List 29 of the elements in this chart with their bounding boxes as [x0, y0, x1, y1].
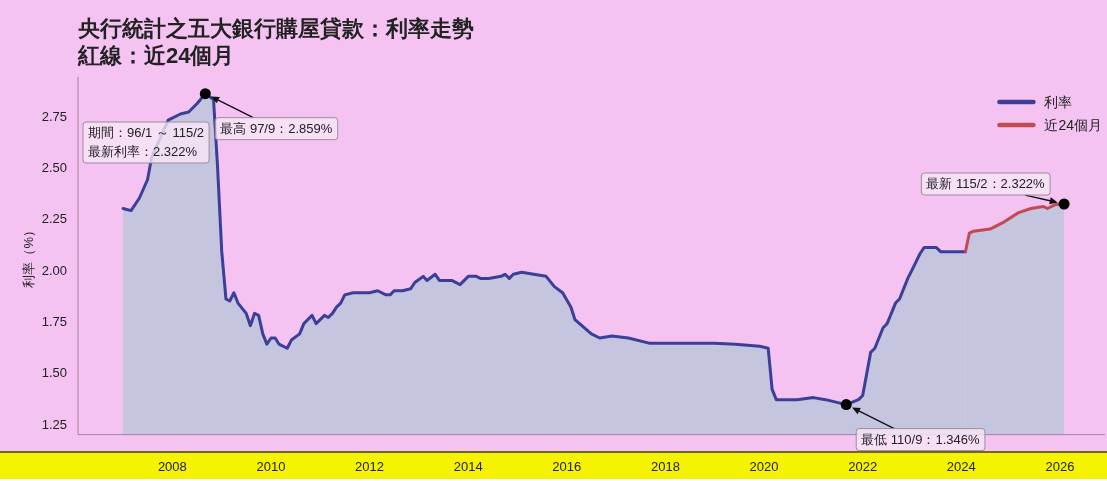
annotation: 期間：96/1 ～ 115/2 最新利率：2.322% — [82, 121, 210, 164]
x-tick-label: 2010 — [256, 459, 286, 474]
y-tick-label: 2.50 — [41, 159, 67, 175]
x-tick-label: 2016 — [552, 459, 582, 474]
annotation: 期間：96/1 ～ 115/2 最新利率：2.322% — [88, 125, 205, 159]
annotation: 最低 110/9：1.346% — [840, 399, 986, 452]
y-tick-label: 1.75 — [41, 314, 67, 330]
y-tick-label: 2.00 — [41, 262, 67, 278]
legend-label: 近24個月 — [1044, 117, 1102, 133]
annotation: 最高 97/9：2.859% — [220, 120, 333, 136]
title: 央行統計之五大銀行購屋貸款：利率走勢 — [78, 16, 474, 41]
x-tick-label: 2014 — [453, 459, 483, 474]
x-tick-label: 2020 — [749, 459, 779, 474]
x-tick-label: 2026 — [1045, 459, 1075, 474]
x-tick-label: 2012 — [355, 459, 385, 474]
x-tick-label: 2008 — [157, 459, 187, 474]
y-tick-label: 2.75 — [41, 108, 67, 124]
x-tick-label: 2024 — [946, 459, 976, 474]
annotation: 最新 115/2：2.322% — [926, 176, 1046, 192]
x-tick-label: 2018 — [651, 459, 680, 474]
y-tick-label: 1.25 — [41, 416, 67, 432]
subtitle: 紅線：近24個月 — [78, 43, 235, 68]
legend-label: 利率 — [1044, 94, 1073, 110]
annotation: 最低 110/9：1.346% — [861, 431, 980, 447]
y-axis-title: 利率（%） — [21, 224, 36, 288]
x-tick-label: 2022 — [848, 459, 878, 474]
y-tick-label: 1.50 — [41, 365, 67, 381]
annotation: 最新 115/2：2.322% — [920, 172, 1070, 210]
y-tick-label: 2.25 — [41, 211, 67, 227]
